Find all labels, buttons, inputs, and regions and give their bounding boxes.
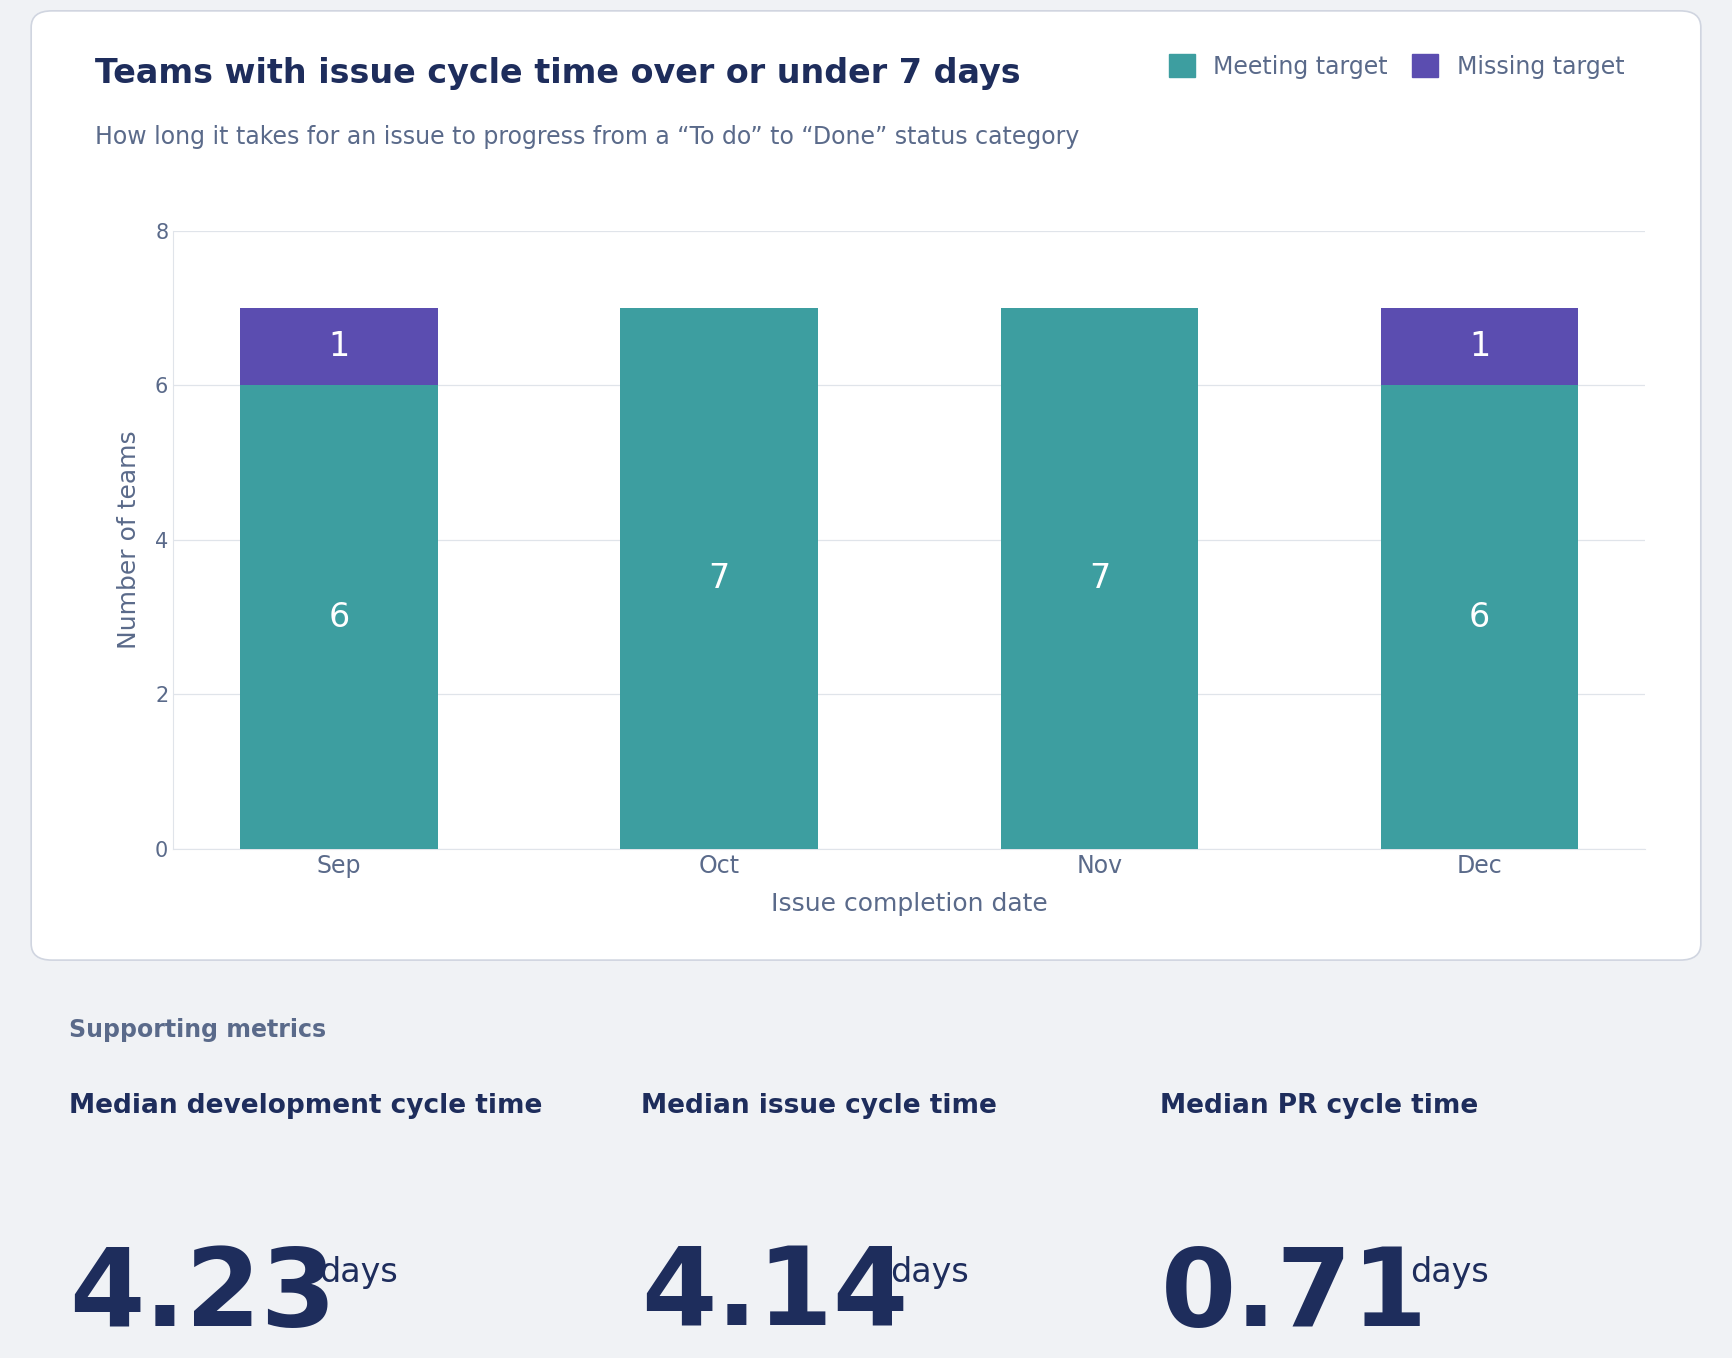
Bar bbox=[1380, 308, 1578, 386]
Text: 1: 1 bbox=[329, 330, 350, 363]
Text: 7: 7 bbox=[708, 562, 729, 595]
Text: 0.71: 0.71 bbox=[1160, 1243, 1427, 1348]
Text: 6: 6 bbox=[1469, 600, 1490, 634]
Text: Supporting metrics: Supporting metrics bbox=[69, 1018, 326, 1043]
Text: 7: 7 bbox=[1089, 562, 1110, 595]
Text: Median PR cycle time: Median PR cycle time bbox=[1160, 1093, 1479, 1119]
Bar bbox=[1380, 386, 1578, 849]
Bar bbox=[241, 386, 438, 849]
Text: Teams with issue cycle time over or under 7 days: Teams with issue cycle time over or unde… bbox=[95, 57, 1020, 90]
Text: days: days bbox=[890, 1256, 968, 1289]
Bar bbox=[620, 308, 818, 849]
Y-axis label: Number of teams: Number of teams bbox=[118, 430, 140, 649]
X-axis label: Issue completion date: Issue completion date bbox=[771, 891, 1048, 915]
Text: 1: 1 bbox=[1469, 330, 1490, 363]
Text: Median issue cycle time: Median issue cycle time bbox=[641, 1093, 996, 1119]
Text: 4.14: 4.14 bbox=[641, 1243, 908, 1348]
Bar bbox=[241, 308, 438, 386]
Text: days: days bbox=[319, 1256, 397, 1289]
Text: Median development cycle time: Median development cycle time bbox=[69, 1093, 542, 1119]
Text: days: days bbox=[1410, 1256, 1488, 1289]
Bar bbox=[1001, 308, 1199, 849]
Legend: Meeting target, Missing target: Meeting target, Missing target bbox=[1159, 45, 1633, 88]
Text: How long it takes for an issue to progress from a “To do” to “Done” status categ: How long it takes for an issue to progre… bbox=[95, 125, 1079, 149]
Text: 6: 6 bbox=[329, 600, 350, 634]
Text: 4.23: 4.23 bbox=[69, 1243, 336, 1348]
